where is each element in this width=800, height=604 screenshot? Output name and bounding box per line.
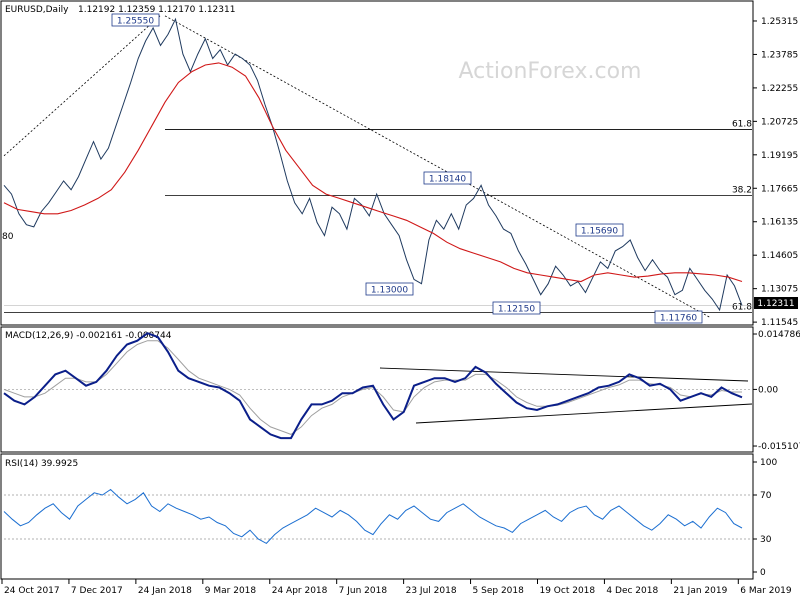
price-annotation-label: 1.25550: [117, 17, 154, 27]
fib-levels: 61.8 38.2 61.8: [4, 120, 752, 313]
moving-average-line: [3, 62, 743, 283]
macd-line: [3, 332, 743, 440]
x-axis-ticks: 24 Oct 2017 7 Dec 2017 24 Jan 2018 9 Mar 20…: [1, 579, 792, 596]
price-annotation-box: [365, 282, 414, 296]
fib-level-label: 61.8: [732, 303, 752, 313]
macd-series-group: [3, 332, 743, 440]
watermark: ActionForex.com: [459, 59, 642, 84]
price-y-tick-label: 1.16135: [761, 218, 798, 228]
x-tick-label: 7 Jun 2018: [339, 586, 388, 596]
rsi-y-tick-label: 30: [760, 535, 772, 545]
price-annotation-label: 1.12150: [498, 305, 535, 315]
rsi-panel-frame: [0, 453, 754, 580]
price-series-group: [3, 17, 743, 312]
x-tick-label: 24 Apr 2018: [272, 586, 328, 596]
macd-y-tick-label: -0.015107: [758, 442, 800, 452]
rsi-title: RSI(14) 39.9925: [5, 459, 78, 469]
macd-y-tick-label: 0.014786: [758, 330, 800, 340]
macd-panel: MACD(12,26,9) -0.002161 -0.000744 0.0147…: [0, 326, 800, 453]
rsi-line: [3, 488, 743, 545]
price-annotation-label: 1.11760: [660, 314, 697, 324]
rsi-y-tick-label: 100: [760, 458, 777, 468]
x-tick-label: 19 Oct 2018: [539, 586, 595, 596]
price-y-ticks: 1.25315 1.23785 1.22255 1.20725 1.19195 1.176…: [753, 17, 798, 328]
x-tick-label: 6 Mar 2019: [740, 586, 792, 596]
rsi-panel: RSI(14) 39.9925 100 70 30 0: [0, 453, 777, 580]
price-annotation-box: [423, 171, 472, 185]
price-annotation-box: [111, 13, 160, 27]
macd-y-ticks: 0.014786 0.00 -0.015107: [4, 330, 800, 452]
macd-upper-trendline: [379, 367, 749, 382]
price-line: [3, 17, 743, 312]
price-y-tick-label: 1.22255: [761, 84, 798, 94]
last-price-box: [754, 297, 798, 309]
rsi-y-tick-label: 0: [760, 568, 766, 578]
rsi-y-ticks: 100 70 30 0: [4, 458, 777, 578]
price-y-tick-label: 1.17665: [761, 184, 798, 194]
price-annotation-box: [575, 223, 624, 237]
price-panel-frame: [0, 0, 754, 326]
price-annotation-box: [654, 310, 703, 324]
price-y-tick-label: 1.13075: [761, 285, 798, 295]
x-tick-label: 7 Dec 2017: [71, 586, 123, 596]
price-annotations: 1.25550 1.18140 1.15690 1.13000 1.12150 1.117…: [111, 13, 703, 324]
price-y-tick-label: 1.19195: [761, 151, 798, 161]
x-tick-label: 9 Mar 2018: [205, 586, 257, 596]
fib-level-label: 38.2: [732, 186, 752, 196]
price-header-ohlc: 1.12192 1.12359 1.12170 1.12311: [78, 5, 235, 15]
last-price-label: 1.12311: [757, 299, 794, 309]
price-y-tick-label: 1.14605: [761, 251, 798, 261]
x-tick-label: 21 Jan 2019: [673, 586, 727, 596]
price-trendlines: [3, 15, 711, 318]
x-tick-label: 4 Dec 2018: [606, 586, 658, 596]
macd-title: MACD(12,26,9) -0.002161 -0.000744: [5, 331, 172, 341]
x-tick-label: 5 Sep 2018: [473, 586, 525, 596]
x-tick-label: 24 Oct 2017: [4, 586, 60, 596]
price-y-tick-label: 1.20725: [761, 117, 798, 127]
price-y-tick-label: 1.23785: [761, 50, 798, 60]
price-annotation-box: [492, 301, 541, 315]
macd-trendlines: [379, 367, 753, 424]
price-y-tick-label: 1.11545: [761, 318, 798, 328]
macd-y-tick-label: 0.00: [758, 385, 778, 395]
macd-lower-trendline: [415, 403, 753, 424]
price-annotation-label: 1.15690: [581, 227, 618, 237]
price-annotation-label: 1.18140: [429, 175, 466, 185]
price-y-tick-label: 1.25315: [761, 17, 798, 27]
trendline-rise: [3, 15, 161, 157]
rsi-y-tick-label: 70: [760, 491, 772, 501]
rsi-series-group: [3, 488, 743, 545]
fib-level-label: 61.8: [732, 120, 752, 130]
price-annotation-label: 1.13000: [371, 286, 408, 296]
price-header-symbol: EURUSD,Daily: [5, 5, 69, 15]
x-tick-label: 24 Jan 2018: [138, 586, 192, 596]
x-tick-label: 23 Jul 2018: [406, 586, 457, 596]
price-panel: EURUSD,Daily 1.12192 1.12359 1.12170 1.1…: [0, 0, 798, 328]
left-edge-label: 80: [2, 232, 14, 242]
